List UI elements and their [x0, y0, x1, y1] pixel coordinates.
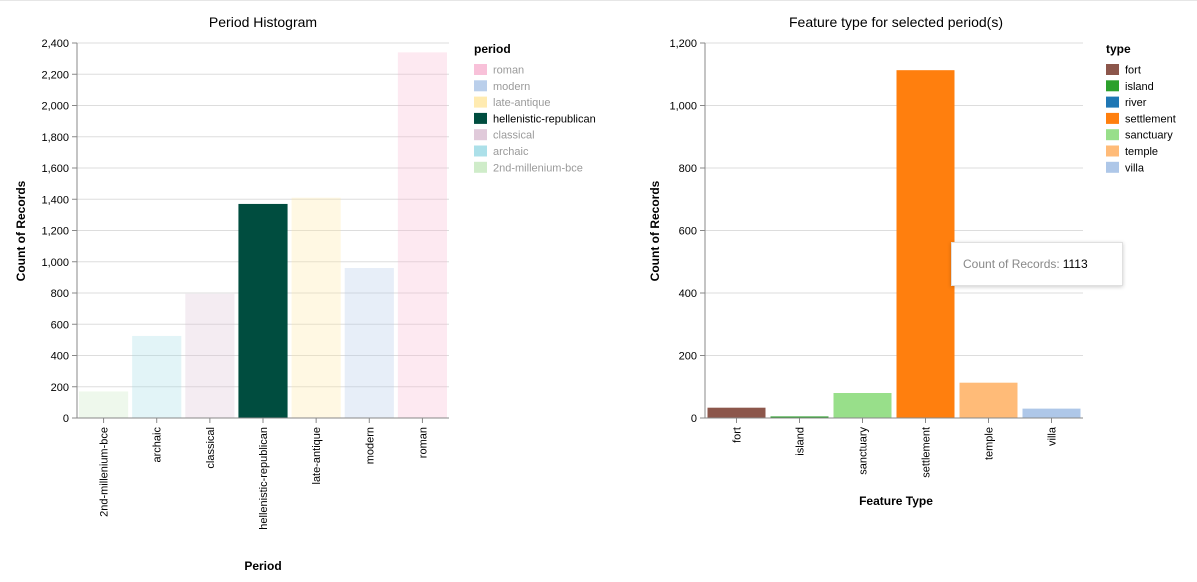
legend-item-label: settlement: [1125, 113, 1176, 125]
x-tick-label: temple: [984, 427, 996, 460]
legend-swatch: [1106, 96, 1119, 108]
y-tick-label: 1,200: [41, 226, 69, 238]
x-tick-label: settlement: [921, 427, 933, 478]
y-tick-label: 1,600: [41, 163, 69, 175]
y-tick-label: 1,000: [41, 257, 69, 269]
legend-item-label: island: [1125, 81, 1154, 93]
legend-swatch: [1106, 80, 1119, 92]
x-tick-label: late-antique: [311, 427, 323, 485]
bar-late-antique: [291, 197, 341, 418]
legend-item-label: 2nd-millenium-bce: [493, 162, 583, 174]
y-axis-title: Count of Records: [648, 180, 662, 281]
bar-hellenistic-republican: [238, 203, 288, 418]
x-axis-title: Feature Type: [859, 494, 933, 508]
bar-fort: [707, 407, 766, 418]
x-tick-label: roman: [417, 427, 429, 458]
top-border: [0, 0, 1197, 1]
tooltip: Count of Records: 1113: [951, 242, 1123, 286]
x-tick-label: island: [795, 427, 807, 456]
legend-swatch: [1106, 161, 1119, 173]
bar-sanctuary: [833, 393, 892, 418]
y-tick-label: 400: [679, 288, 697, 300]
y-tick-label: 1,200: [669, 38, 697, 50]
legend-item-label: villa: [1125, 162, 1145, 174]
x-tick-label: sanctuary: [858, 427, 870, 475]
x-tick-label: 2nd-millenium-bce: [99, 427, 111, 517]
legend-title: type: [1106, 42, 1131, 56]
legend-item-label: river: [1125, 97, 1147, 109]
bar-2nd-millenium-bce: [79, 391, 129, 418]
x-tick-label: modern: [364, 427, 376, 464]
y-tick-label: 0: [63, 413, 69, 425]
tooltip-value: 1113: [1062, 257, 1088, 271]
legend-swatch: [474, 145, 487, 157]
x-axis-title: Period: [244, 559, 281, 573]
legend-swatch: [474, 64, 487, 75]
chart-title: Feature type for selected period(s): [789, 14, 1003, 30]
legend-item-label: archaic: [493, 146, 529, 158]
x-tick-label: fort: [732, 427, 744, 443]
period-histogram-chart: Period Histogram Count of Records Period…: [14, 14, 596, 573]
y-tick-label: 800: [679, 163, 697, 175]
bar-archaic: [132, 335, 182, 418]
x-tick-label: villa: [1047, 426, 1059, 446]
bar-island: [770, 416, 829, 418]
bar-villa: [1022, 408, 1081, 418]
y-tick-label: 800: [51, 288, 69, 300]
feature-type-chart: Feature type for selected period(s) Coun…: [648, 14, 1176, 508]
bar-classical: [185, 293, 235, 418]
legend-swatch: [474, 80, 487, 92]
y-tick-label: 200: [679, 351, 697, 363]
bar-temple: [959, 382, 1018, 418]
y-tick-label: 600: [51, 319, 69, 331]
y-tick-label: 1,800: [41, 132, 69, 144]
legend-swatch: [474, 129, 487, 141]
x-tick-label: hellenistic-republican: [258, 427, 270, 530]
y-tick-label: 2,000: [41, 101, 69, 113]
legend-item-label: classical: [493, 130, 535, 142]
y-axis-title: Count of Records: [14, 180, 28, 281]
x-tick-label: classical: [205, 427, 217, 469]
legend-item-label: fort: [1125, 65, 1141, 77]
legend-swatch: [474, 112, 487, 124]
bar-settlement: [896, 70, 955, 418]
legend-title: period: [474, 42, 511, 56]
legend-swatch: [474, 161, 487, 173]
legend-item-label: modern: [493, 81, 530, 93]
legend-item-label: hellenistic-republican: [493, 113, 596, 125]
y-tick-label: 2,400: [41, 38, 69, 50]
y-tick-label: 2,200: [41, 69, 69, 81]
legend-swatch: [1106, 145, 1119, 157]
tooltip-key: Count of Records:: [963, 257, 1060, 271]
y-tick-label: 400: [51, 351, 69, 363]
legend-swatch: [474, 96, 487, 108]
chart-title: Period Histogram: [209, 14, 317, 30]
y-tick-label: 200: [51, 382, 69, 394]
legend-item-label: sanctuary: [1125, 130, 1173, 142]
legend-item-label: temple: [1125, 146, 1158, 158]
y-tick-label: 1,400: [41, 194, 69, 206]
bar-roman: [397, 52, 447, 418]
x-tick-label: archaic: [152, 427, 164, 463]
legend-item-label: roman: [493, 65, 524, 77]
y-tick-label: 600: [679, 226, 697, 238]
legend-swatch: [1106, 129, 1119, 141]
y-tick-label: 0: [691, 413, 697, 425]
bar-modern: [344, 268, 394, 418]
legend-swatch: [1106, 64, 1119, 75]
legend-item-label: late-antique: [493, 97, 551, 109]
y-tick-label: 1,000: [669, 101, 697, 113]
legend-swatch: [1106, 112, 1119, 124]
